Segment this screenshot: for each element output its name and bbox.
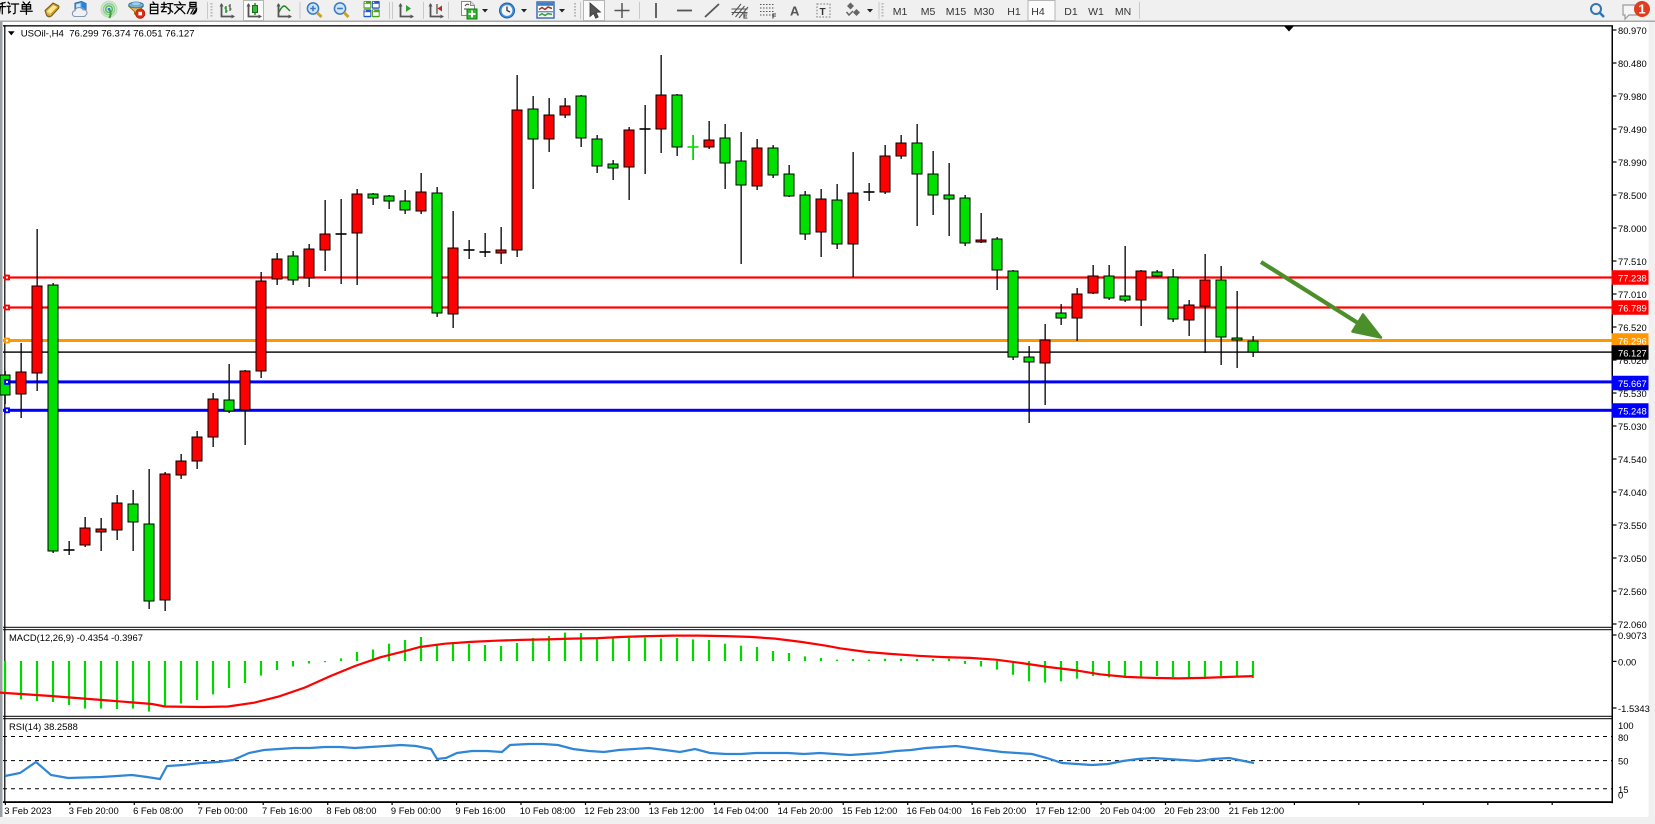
svg-text:75.530: 75.530	[1618, 388, 1647, 399]
svg-text:3 Feb 20:00: 3 Feb 20:00	[69, 805, 119, 816]
svg-text:74.540: 74.540	[1618, 454, 1647, 465]
svg-text:72.060: 72.060	[1618, 619, 1647, 630]
svg-text:M1: M1	[893, 6, 908, 18]
svg-text:9 Feb 16:00: 9 Feb 16:00	[455, 805, 505, 816]
svg-text:16 Feb 04:00: 16 Feb 04:00	[907, 805, 962, 816]
svg-text:1: 1	[1638, 2, 1645, 17]
svg-text:78.990: 78.990	[1618, 157, 1647, 168]
svg-text:MN: MN	[1115, 6, 1131, 18]
svg-text:80.480: 80.480	[1618, 58, 1647, 69]
svg-text:12 Feb 23:00: 12 Feb 23:00	[584, 805, 639, 816]
svg-text:17 Feb 12:00: 17 Feb 12:00	[1035, 805, 1090, 816]
svg-text:10 Feb 08:00: 10 Feb 08:00	[520, 805, 575, 816]
svg-text:RSI(14) 38.2588: RSI(14) 38.2588	[9, 721, 78, 732]
svg-text:73.050: 73.050	[1618, 553, 1647, 564]
svg-text:7 Feb 00:00: 7 Feb 00:00	[198, 805, 248, 816]
svg-text:76.020: 76.020	[1618, 355, 1647, 366]
svg-text:0.00: 0.00	[1618, 656, 1636, 667]
svg-text:14 Feb 20:00: 14 Feb 20:00	[778, 805, 833, 816]
svg-text:D1: D1	[1064, 6, 1078, 18]
svg-text:50: 50	[1618, 756, 1628, 767]
svg-text:6 Feb 08:00: 6 Feb 08:00	[133, 805, 183, 816]
svg-text:78.500: 78.500	[1618, 190, 1647, 201]
svg-text:15 Feb 12:00: 15 Feb 12:00	[842, 805, 897, 816]
svg-text:14 Feb 04:00: 14 Feb 04:00	[713, 805, 768, 816]
svg-text:F: F	[772, 14, 777, 21]
svg-text:75.030: 75.030	[1618, 421, 1647, 432]
svg-text:M5: M5	[921, 6, 936, 18]
svg-text:9 Feb 00:00: 9 Feb 00:00	[391, 805, 441, 816]
svg-text:80: 80	[1618, 732, 1628, 743]
svg-text:76.296: 76.296	[1618, 336, 1647, 347]
svg-text:20 Feb 23:00: 20 Feb 23:00	[1164, 805, 1219, 816]
svg-text:8 Feb 08:00: 8 Feb 08:00	[326, 805, 376, 816]
svg-text:7 Feb 16:00: 7 Feb 16:00	[262, 805, 312, 816]
svg-text:USOil-,H4 76.299 76.374 76.05: USOil-,H4 76.299 76.374 76.051 76.127	[21, 28, 195, 39]
svg-text:MACD(12,26,9) -0.4354 -0.3967: MACD(12,26,9) -0.4354 -0.3967	[9, 632, 143, 643]
svg-text:100: 100	[1618, 720, 1634, 731]
svg-text:A: A	[790, 4, 800, 19]
svg-text:80.970: 80.970	[1618, 25, 1647, 36]
svg-text:77.010: 77.010	[1618, 289, 1647, 300]
svg-text:13 Feb 12:00: 13 Feb 12:00	[649, 805, 704, 816]
svg-text:T: T	[820, 7, 826, 18]
svg-text:-1.5343: -1.5343	[1618, 703, 1650, 714]
svg-text:74.040: 74.040	[1618, 487, 1647, 498]
svg-text:72.560: 72.560	[1618, 586, 1647, 597]
svg-text:E: E	[743, 14, 748, 21]
svg-text:77.510: 77.510	[1618, 256, 1647, 267]
svg-text:W1: W1	[1088, 6, 1104, 18]
svg-text:75.248: 75.248	[1618, 406, 1647, 417]
svg-text:76.520: 76.520	[1618, 322, 1647, 333]
svg-text:15: 15	[1618, 784, 1628, 795]
svg-text:H4: H4	[1031, 6, 1045, 18]
svg-text:0: 0	[1618, 790, 1623, 801]
svg-text:H1: H1	[1007, 6, 1021, 18]
svg-text:M15: M15	[946, 6, 967, 18]
svg-text:79.490: 79.490	[1618, 124, 1647, 135]
svg-text:76.127: 76.127	[1618, 348, 1647, 359]
svg-text:20 Feb 04:00: 20 Feb 04:00	[1100, 805, 1155, 816]
svg-text:0.9073: 0.9073	[1618, 630, 1647, 641]
svg-text:76.789: 76.789	[1618, 303, 1647, 314]
svg-text:16 Feb 20:00: 16 Feb 20:00	[971, 805, 1026, 816]
svg-text:73.550: 73.550	[1618, 520, 1647, 531]
svg-text:M30: M30	[974, 6, 995, 18]
svg-text:78.000: 78.000	[1618, 223, 1647, 234]
svg-text:21 Feb 12:00: 21 Feb 12:00	[1229, 805, 1284, 816]
svg-text:3 Feb 2023: 3 Feb 2023	[4, 805, 51, 816]
svg-text:79.980: 79.980	[1618, 91, 1647, 102]
svg-text:75.667: 75.667	[1618, 378, 1647, 389]
svg-text:77.238: 77.238	[1618, 273, 1647, 284]
